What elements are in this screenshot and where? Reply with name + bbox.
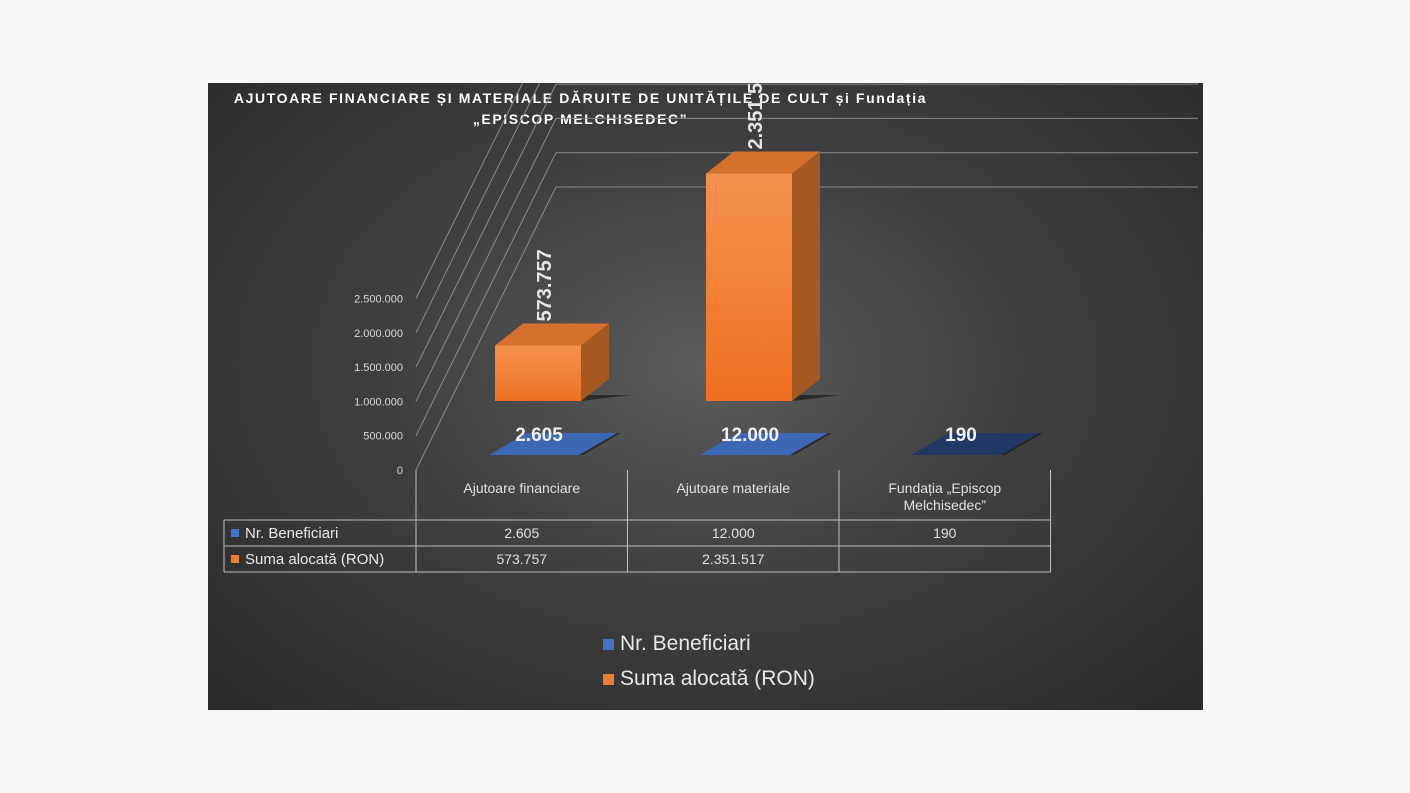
y-tick-label: 500.000 (363, 431, 403, 443)
chart-title-line-2: „EPISCOP MELCHISEDEC” (472, 111, 689, 127)
legend-label-suma: Suma alocată (RON) (620, 667, 815, 690)
legend-swatch-suma (603, 673, 614, 685)
data-label-beneficiari: 190 (945, 425, 977, 446)
bar-beneficiari (489, 433, 617, 455)
data-label-suma: 2.351.517 (745, 83, 767, 150)
bar-side-suma (581, 323, 609, 401)
legend-item-beneficiari: Nr. Beneficiari (603, 632, 751, 656)
bar-top-suma (495, 323, 609, 346)
table-cell-value: 190 (933, 525, 957, 541)
gridline-side (415, 83, 524, 299)
table-series-label: Nr. Beneficiari (245, 525, 338, 542)
bar-top-suma (706, 151, 820, 174)
table-category-label: Melchisedec” (904, 497, 987, 513)
legend-item-suma: Suma alocată (RON) (603, 667, 815, 691)
gridline-side (415, 83, 541, 334)
bar-beneficiari (911, 433, 1039, 455)
table-cell-value: 573.757 (496, 551, 547, 567)
table-cell-value: 2.351.517 (702, 551, 764, 567)
bar-front-suma (495, 345, 581, 401)
data-label-beneficiari: 12.000 (721, 425, 779, 446)
gridline-side (415, 83, 557, 368)
table-legend-key (231, 555, 239, 563)
y-tick-label: 2.000.000 (354, 328, 403, 340)
legend-label-beneficiari: Nr. Beneficiari (620, 632, 751, 655)
y-tick-label: 1.000.000 (354, 396, 403, 408)
table-series-label: Suma alocată (RON) (245, 551, 384, 568)
chart-plot: 0 500.000 1.000.000 1.500.000 2.000.000 2.500… (223, 83, 1198, 573)
legend-swatch-beneficiari (603, 638, 614, 650)
y-tick-label: 0 (397, 465, 403, 477)
gridline-side (415, 118, 557, 402)
chart-title: AJUTOARE FINANCIARE ȘI MATERIALE DĂRUITE… (208, 88, 953, 130)
table-cell-value: 12.000 (712, 525, 755, 541)
table-category-label: Fundația „Episcop (888, 480, 1001, 496)
data-label-suma: 573.757 (534, 249, 556, 321)
chart-panel: AJUTOARE FINANCIARE ȘI MATERIALE DĂRUITE… (208, 83, 1203, 710)
table-legend-key (231, 529, 239, 537)
bar-front-suma (706, 173, 792, 401)
bar-beneficiari (700, 433, 828, 455)
chart-title-line-1: AJUTOARE FINANCIARE ȘI MATERIALE DĂRUITE… (233, 90, 928, 106)
gridline-side (415, 152, 557, 436)
table-category-label: Ajutoare materiale (676, 480, 790, 496)
table-cell-value: 2.605 (504, 525, 539, 541)
y-tick-label: 1.500.000 (354, 362, 403, 374)
table-category-label: Ajutoare financiare (463, 480, 580, 496)
bar-side-suma (792, 151, 820, 401)
y-tick-label: 2.500.000 (354, 294, 403, 306)
data-label-beneficiari: 2.605 (515, 425, 563, 446)
gridline-side (415, 186, 557, 471)
